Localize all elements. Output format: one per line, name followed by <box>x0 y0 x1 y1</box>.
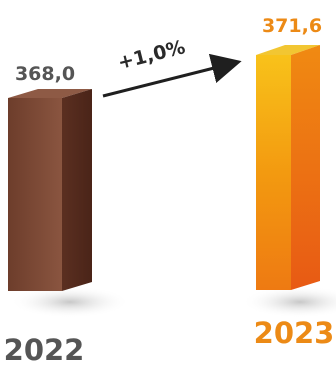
bar-2023 <box>256 45 320 290</box>
bar-2022-side <box>62 89 92 291</box>
bar-2023-top <box>256 45 320 55</box>
value-label-2022: 368,0 <box>15 63 75 85</box>
bar-2023-front <box>256 55 291 290</box>
bar-2023-side <box>291 45 320 290</box>
bar-2022-front <box>8 98 62 291</box>
category-label-2023: 2023 <box>254 316 335 350</box>
bar-2022-top <box>8 89 92 98</box>
change-arrow <box>102 53 242 98</box>
bar-shadow-2023 <box>242 286 336 318</box>
bar-2022 <box>8 89 92 291</box>
category-label-2022: 2022 <box>4 333 85 367</box>
bar-shadow-2022 <box>10 286 130 318</box>
change-label: +1,0% <box>116 36 188 74</box>
value-label-2023: 371,6 <box>262 15 322 37</box>
